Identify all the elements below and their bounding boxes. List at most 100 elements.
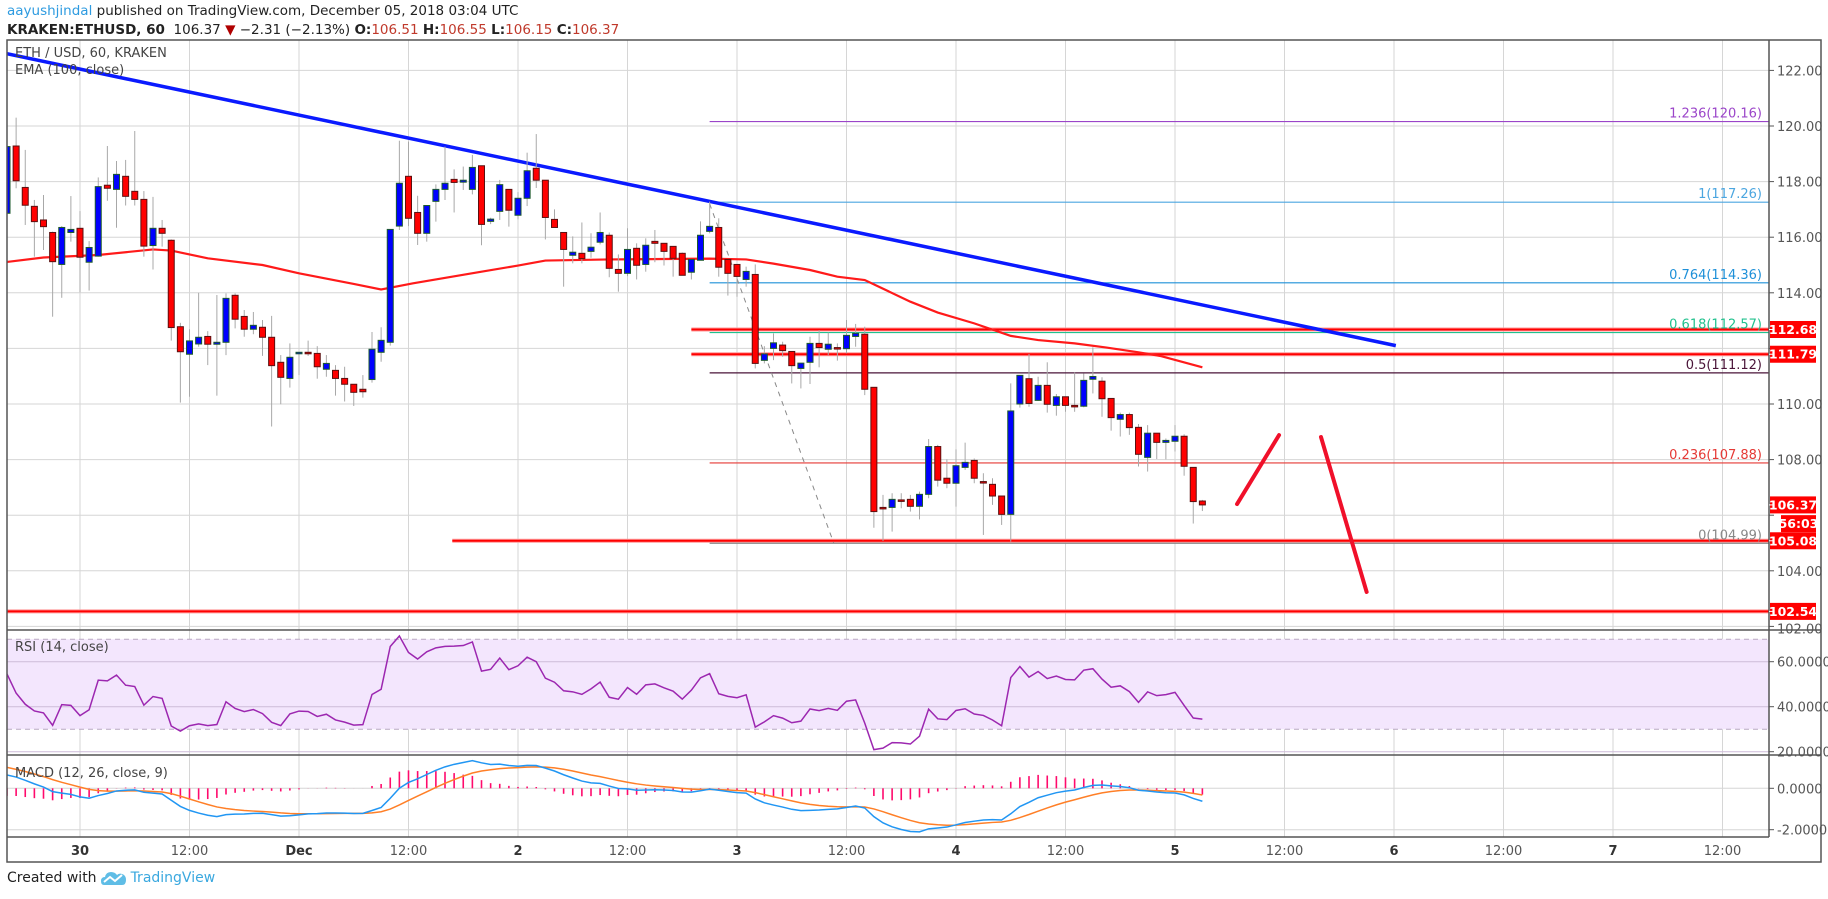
candle-down (231, 294, 239, 320)
author-link[interactable]: aayushjindal (7, 3, 93, 19)
candle-up (423, 205, 431, 234)
price-tag (1770, 496, 1816, 514)
candle-up (642, 244, 650, 265)
candle-down (1125, 414, 1133, 429)
time-axis-label: 3 (732, 844, 741, 859)
last-price: 106.37 (173, 22, 221, 38)
candle-up (569, 251, 577, 256)
candle-down (669, 245, 677, 259)
candle-up (1116, 414, 1124, 420)
candle-down (505, 188, 513, 211)
rsi-axis-label: 60.0000 (1777, 656, 1828, 671)
price-axis-label: 104.00 (1777, 565, 1823, 580)
publish-line: aayushjindal published on TradingView.co… (7, 2, 619, 21)
macd-pane[interactable] (7, 759, 1204, 833)
price-axis-label: 116.00 (1777, 231, 1823, 246)
candle-down (350, 383, 358, 393)
candle-down (359, 388, 367, 393)
tradingview-logo-icon (100, 872, 126, 885)
candle-down (870, 386, 878, 513)
candle-up (523, 170, 531, 199)
high-label: H: (422, 22, 440, 38)
candle-up (249, 324, 257, 330)
candle-down (897, 499, 905, 502)
candle-up (7, 146, 11, 214)
price-tag (1770, 345, 1816, 363)
time-axis-label: 12:00 (171, 844, 208, 859)
time-axis-label: 12:00 (1047, 844, 1084, 859)
price-tag (1770, 532, 1816, 550)
candle-up (186, 340, 193, 355)
price-tag-label: 105.08 (1769, 533, 1817, 548)
candle-up (222, 297, 230, 343)
ema-100-line (7, 248, 1203, 369)
candle-down (158, 227, 166, 234)
candle-down (733, 263, 741, 277)
candle-down (341, 377, 349, 385)
open-label: O: (354, 22, 372, 38)
tradingview-link[interactable]: TradingView (130, 870, 216, 886)
candle-down (779, 344, 787, 352)
candle-up (852, 332, 860, 337)
candle-up (888, 498, 896, 508)
candle-down (541, 179, 549, 218)
candle-up (286, 356, 294, 379)
candle-up (760, 353, 768, 361)
candle-up (916, 493, 923, 507)
candle-up (1171, 435, 1179, 442)
price-tag (1770, 320, 1816, 338)
candle-down (934, 446, 942, 481)
candle-up (1016, 374, 1024, 405)
candle-up (797, 362, 805, 369)
candle-up (1089, 375, 1097, 380)
candle-up (432, 188, 440, 202)
main-pane[interactable]: 1.236(120.16) 1(117.26) 0.764(114.36) 0.618… (4, 52, 1769, 614)
candle-down (715, 226, 723, 268)
candle-down (414, 211, 422, 234)
low-value: 106.15 (505, 22, 553, 38)
price-axis-label: 114.00 (1777, 287, 1823, 302)
candle-up (322, 362, 330, 370)
candle-down (989, 483, 996, 497)
publish-header: aayushjindal published on TradingView.co… (7, 2, 619, 40)
time-axis-label: 6 (1389, 844, 1398, 859)
rsi-pane[interactable] (7, 634, 1203, 751)
close-label: C: (556, 22, 572, 38)
candle-down (614, 268, 622, 274)
candle-down (605, 234, 613, 269)
candle-down (1043, 384, 1051, 405)
time-axis-label: 4 (951, 844, 960, 859)
candle-up (1052, 396, 1060, 406)
price-axis-label: 110.00 (1777, 398, 1823, 413)
candle-down (30, 205, 38, 223)
candle-down (660, 242, 668, 252)
price-tag-label: 112.68 (1769, 322, 1817, 337)
candle-down (313, 352, 321, 368)
candle-up (1144, 432, 1152, 458)
projection-arrow-line (1235, 433, 1282, 507)
price-change: −2.31 (−2.13%) (239, 22, 351, 38)
candle-down (970, 459, 978, 479)
price-tag-label: 106.37 (1769, 497, 1817, 512)
candle-down (1189, 466, 1197, 503)
candle-down (560, 231, 568, 250)
candle-up (624, 248, 631, 274)
bearish-trendline (7, 52, 1397, 348)
candle-down (332, 369, 339, 379)
time-axis-label: 5 (1170, 844, 1179, 859)
candle-up (213, 341, 221, 345)
chart-border (6, 39, 1822, 863)
candle-up (824, 343, 832, 350)
rsi-line (7, 634, 1203, 751)
candle-up (514, 197, 522, 216)
candle-down (12, 145, 20, 182)
time-axis-label: 7 (1608, 844, 1617, 859)
candle-down (1198, 500, 1206, 506)
candle-up (843, 334, 850, 350)
chart-frame (6, 39, 1822, 863)
high-value: 106.55 (439, 22, 487, 38)
candle-down (906, 498, 914, 507)
candle-up (742, 270, 750, 280)
candle-down (532, 167, 540, 181)
